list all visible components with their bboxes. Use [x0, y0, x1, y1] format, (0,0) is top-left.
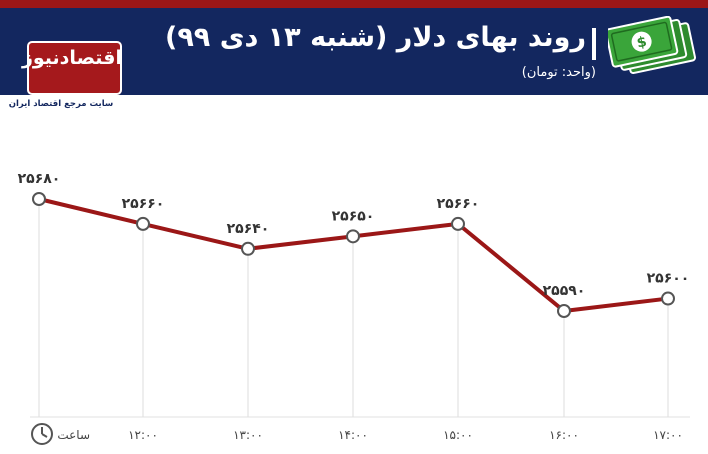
- unit-label: (واحد: تومان): [521, 65, 596, 80]
- data-point: [451, 216, 465, 231]
- page-title: روند بهای دلار (شنبه ۱۳ دی ۹۹): [164, 22, 586, 53]
- x-tick-label: ۱۵:۰۰: [443, 428, 473, 442]
- x-tick-labels: ۱۲:۰۰ ۱۳:۰۰ ۱۴:۰۰ ۱۵:۰۰ ۱۶:۰۰ ۱۷:۰۰: [128, 428, 683, 442]
- x-tick-label: ۱۲:۰۰: [128, 428, 158, 442]
- clock-icon: [31, 423, 53, 445]
- logo-tagline: سایت مرجع اقتصاد ایران: [2, 96, 120, 112]
- data-point: [241, 241, 255, 256]
- value-label: ۲۵۵۹۰: [543, 283, 586, 299]
- line-chart: ۲۵۶۸۰ ۲۵۶۶۰ ۲۵۶۴۰ ۲۵۶۵۰ ۲۵۶۶۰ ۲۵۵۹۰ ۲۵۶۰۰ ۱۲:۰…: [18, 171, 690, 445]
- x-tick-label: ۱۳:۰۰: [233, 428, 263, 442]
- data-point: [346, 229, 360, 244]
- value-label: ۲۵۶۶۰: [122, 196, 165, 212]
- value-label: ۲۵۶۸۰: [18, 171, 61, 187]
- x-axis-label: ساعت: [57, 428, 90, 442]
- top-accent-stripe: [0, 0, 708, 8]
- logo: اقتصادنیوز: [21, 41, 122, 95]
- value-labels: ۲۵۶۸۰ ۲۵۶۶۰ ۲۵۶۴۰ ۲۵۶۵۰ ۲۵۶۶۰ ۲۵۵۹۰ ۲۵۶۰۰: [18, 171, 690, 299]
- logo-name: اقتصادنیوز: [21, 47, 122, 69]
- data-point: [32, 192, 46, 206]
- title-divider: [592, 28, 596, 60]
- x-tick-label: ۱۷:۰۰: [653, 428, 683, 442]
- data-point: [557, 304, 571, 318]
- value-label: ۲۵۶۰۰: [647, 271, 690, 287]
- x-tick-label: ۱۶:۰۰: [549, 428, 579, 442]
- svg-text:$: $: [635, 34, 648, 52]
- money-bills-icon: $: [608, 16, 696, 75]
- drop-lines: [38, 199, 669, 417]
- value-label: ۲۵۶۴۰: [227, 221, 270, 237]
- data-point: [136, 216, 150, 231]
- value-label: ۲۵۶۶۰: [437, 196, 480, 212]
- data-point: [661, 291, 675, 306]
- data-points: [32, 192, 675, 318]
- value-label: ۲۵۶۵۰: [332, 208, 375, 224]
- x-tick-label: ۱۴:۰۰: [338, 428, 368, 442]
